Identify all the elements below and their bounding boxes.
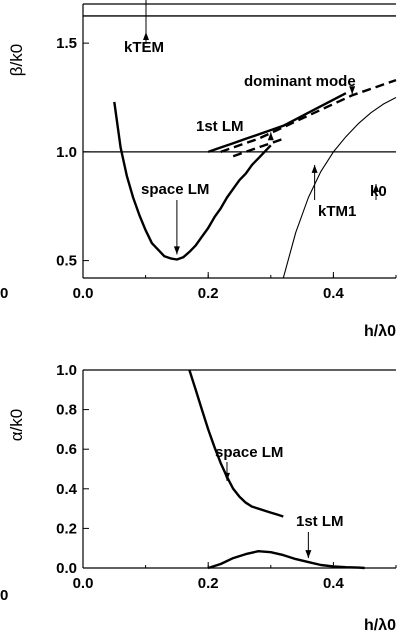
top-series-line-0 [113, 101, 272, 261]
top-panel-beta: 0.0 0.2 0.4 0.5 1.0 1.5 0 β/k0 h/λ0 kTEM domi… [0, 0, 397, 340]
bottom-x-tick-label: 0.2 [198, 575, 219, 592]
bottom-y-tick-label: 0.8 [56, 402, 77, 419]
bottom-panel-alpha: 0.0 0.2 0.40.00.20.40.60.81.0 0 α/k0 h/λ0 … [0, 362, 397, 634]
bottom-plot-area: 0.0 0.2 0.4 0.0 0.2 0.4 0.6 0.8 1.0 [56, 362, 397, 592]
top-y-tick-label: 1.5 [56, 35, 77, 52]
ktem-label: kTEM [124, 39, 164, 56]
first-lm-arrow-head [267, 132, 274, 141]
top-y-tick-label: 0.5 [56, 253, 77, 270]
bottom-x-tick-label: 0.4 [323, 575, 345, 592]
top-series-line-3 [232, 137, 284, 158]
bottom-series-line-0 [188, 369, 284, 518]
bottom-x-axis-label: h/λ0 [364, 617, 396, 634]
top-y-tick-label: 1.0 [56, 144, 77, 161]
bottom-y-tick-label: 0.6 [56, 441, 77, 458]
first-lm-arrow-bottom-head [305, 550, 312, 559]
top-x-axis-label: h/λ0 [364, 323, 396, 340]
top-series-line-4 [282, 97, 397, 279]
bottom-y-tick-label: 0.0 [56, 560, 77, 577]
bottom-series-line-1 [207, 550, 365, 570]
bottom-y-tick-label: 0.4 [56, 481, 78, 498]
first-lm-label: 1st LM [196, 118, 244, 135]
top-x-tick-label: 0.4 [323, 285, 345, 302]
bottom-y-tick-label: 0.2 [56, 520, 77, 537]
k0-arrow-head [373, 184, 379, 192]
space-lm-arrow-head [173, 246, 180, 255]
top-plot-area: 0.0 0.2 0.4 0.5 1.0 1.5 [56, 3, 397, 302]
bottom-corner-tick-label: 0 [0, 587, 8, 604]
top-x-tick-label: 0.0 [73, 285, 94, 302]
dominant-mode-label: dominant mode [244, 73, 356, 90]
bottom-y-axis-label: α/k0 [7, 409, 26, 442]
top-corner-tick-label: 0 [0, 285, 8, 302]
bottom-y-tick-label: 1.0 [56, 362, 77, 379]
top-x-tick-label: 0.2 [198, 285, 219, 302]
ktm1-arrow-head [311, 164, 318, 173]
first-lm-label-bottom: 1st LM [296, 513, 344, 530]
bottom-x-tick-label: 0.0 [73, 575, 94, 592]
top-series-line-1 [207, 92, 347, 154]
top-series-line-2 [220, 78, 397, 154]
space-lm-arrow-bottom-head [223, 472, 230, 481]
dominant-mode-arrow-head [349, 86, 356, 95]
k0-label: k0 [370, 183, 387, 200]
space-lm-label: space LM [141, 181, 209, 198]
ktm1-label: kTM1 [318, 203, 356, 220]
space-lm-label-bottom: space LM [215, 444, 283, 461]
top-y-axis-label: β/k0 [7, 44, 26, 76]
